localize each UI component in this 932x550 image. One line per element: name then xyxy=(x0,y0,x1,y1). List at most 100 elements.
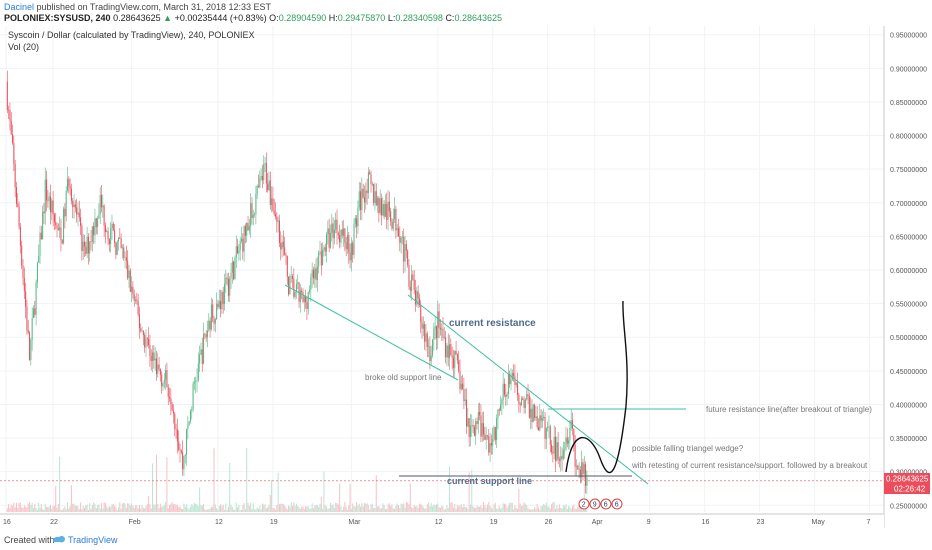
volume-bar xyxy=(149,504,151,512)
volume-bar xyxy=(121,503,123,512)
volume-bar xyxy=(451,502,453,512)
volume-bar xyxy=(518,488,520,512)
volume-bar xyxy=(61,509,63,512)
candle-body xyxy=(40,232,42,240)
candle-body xyxy=(49,196,52,213)
volume-bar xyxy=(413,505,415,512)
candle-body xyxy=(583,464,585,474)
volume-bar xyxy=(425,508,427,512)
volume-bar xyxy=(356,502,358,512)
candle-body xyxy=(235,246,237,258)
volume-bar xyxy=(561,508,563,512)
volume-bar xyxy=(387,504,389,512)
volume-bar xyxy=(148,495,150,512)
drawings-layer: current resistance current support line … xyxy=(284,284,872,486)
candle-body xyxy=(407,250,409,265)
event-badge-icon xyxy=(578,498,590,510)
volume-bar xyxy=(217,509,219,512)
projected-path[interactable] xyxy=(565,300,628,474)
volume-bar xyxy=(107,508,109,512)
volume-bar xyxy=(292,505,294,512)
volume-bar xyxy=(418,504,420,512)
author-link[interactable]: Dacinel xyxy=(4,2,35,12)
volume-bar xyxy=(524,503,526,512)
volume-bar xyxy=(93,502,95,512)
candle-body xyxy=(6,81,8,110)
candle-body xyxy=(322,249,324,266)
volume-bar xyxy=(119,502,121,512)
price-axis[interactable]: 0.95000000 0.90000000 0.85000000 0.80000000… xyxy=(883,26,932,528)
volume-bar xyxy=(464,506,466,512)
price-tick-label: 0.80000000 xyxy=(890,134,927,141)
candle-body xyxy=(102,205,104,208)
created-with-text: Created with xyxy=(4,535,55,545)
volume-bar xyxy=(97,504,99,512)
candle-body xyxy=(503,383,505,395)
price-badge-value: 0.28643625 xyxy=(886,475,929,484)
time-axis[interactable]: 16 22 Feb 12 19 Mar 12 19 26 Apr 9 16 23 May 7 xyxy=(0,513,884,528)
time-tick-label: 16 xyxy=(3,519,11,526)
candle-body xyxy=(77,212,79,215)
candle-body xyxy=(169,396,171,399)
volume-bar xyxy=(445,509,447,512)
candle-body xyxy=(350,243,352,261)
resistance-trendline[interactable] xyxy=(407,294,649,485)
volume-bar xyxy=(163,505,165,512)
volume-bar xyxy=(459,505,461,512)
volume-bar xyxy=(57,503,59,512)
volume-bar xyxy=(285,507,287,512)
volume-bar xyxy=(407,502,409,512)
volume-bar xyxy=(13,502,15,512)
candle-body xyxy=(344,228,346,243)
tradingview-brand[interactable]: TradingView xyxy=(68,535,118,545)
volume-bar xyxy=(72,503,74,512)
candle-body xyxy=(565,437,567,450)
countdown-badge-value: 02:26:42 xyxy=(894,485,926,494)
volume-bar xyxy=(257,508,260,512)
symbol-label: POLONIEX:SYSUSD, 240 xyxy=(4,13,111,23)
volume-bar xyxy=(377,506,379,512)
candle-body xyxy=(387,201,389,221)
volume-bar xyxy=(140,508,142,512)
candle-body xyxy=(319,251,321,253)
candle-body xyxy=(32,308,34,319)
candle-body xyxy=(182,452,184,470)
volume-bar xyxy=(433,504,435,512)
candle-body xyxy=(44,179,46,214)
volume-bar xyxy=(531,509,533,512)
candle-body xyxy=(145,338,147,348)
time-tick-label: Feb xyxy=(129,519,141,526)
volume-bar xyxy=(458,506,460,512)
price-chart[interactable]: current resistance current support line … xyxy=(0,26,932,528)
candle-body xyxy=(91,226,93,242)
volume-bar xyxy=(569,507,571,512)
candle-body xyxy=(305,296,307,303)
candle-body xyxy=(129,270,131,292)
volume-bar xyxy=(462,507,464,512)
candle-body xyxy=(447,345,449,358)
volume-bar xyxy=(498,505,500,512)
volume-bar xyxy=(486,504,488,512)
volume-bar xyxy=(110,506,112,512)
candle-body xyxy=(274,214,277,217)
publish-text: published on TradingView.com, March 31, … xyxy=(36,2,272,12)
candle-body xyxy=(339,234,341,243)
volume-bar xyxy=(106,506,108,512)
volume-bar xyxy=(442,506,444,512)
price-tick-label: 0.60000000 xyxy=(890,268,927,275)
volume-bar xyxy=(256,507,258,512)
volume-bar xyxy=(408,504,410,512)
candle-body xyxy=(566,437,568,444)
volume-bar xyxy=(443,509,445,512)
volume-bar xyxy=(290,502,292,512)
candle-body xyxy=(361,188,363,211)
volume-bar xyxy=(484,505,486,512)
candle-body xyxy=(180,450,182,453)
volume-bar xyxy=(528,509,530,512)
old-support-trendline[interactable] xyxy=(284,284,459,381)
countdown-badge-bg xyxy=(884,483,930,494)
candle-body xyxy=(85,246,87,254)
candle-body xyxy=(36,262,38,283)
chart-area[interactable]: current resistance current support line … xyxy=(0,26,932,528)
